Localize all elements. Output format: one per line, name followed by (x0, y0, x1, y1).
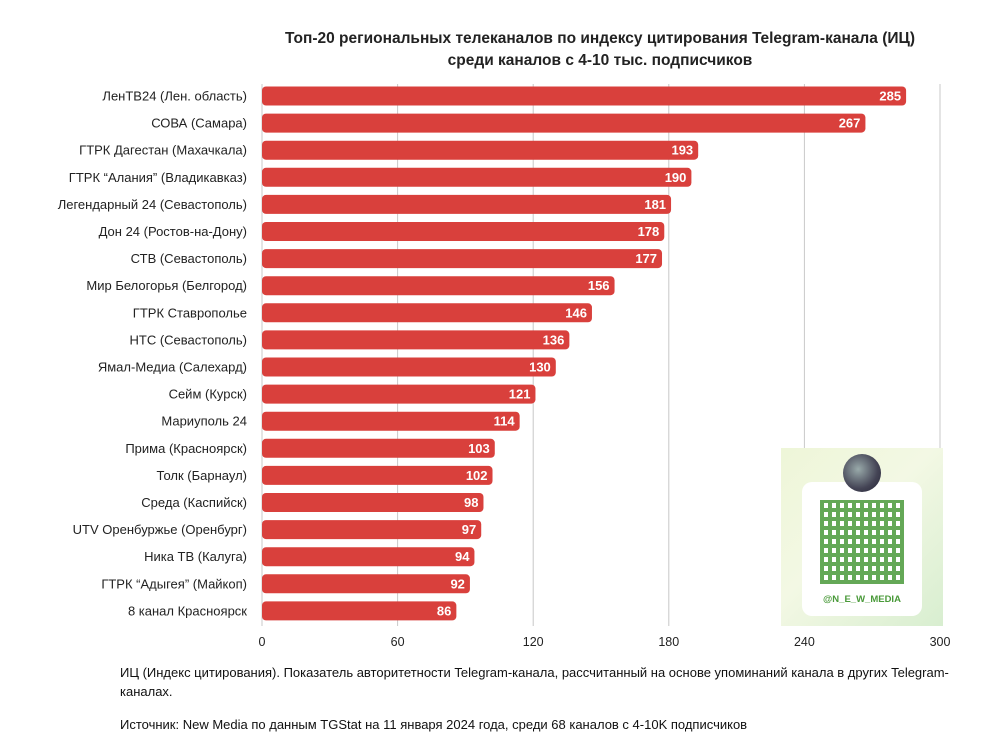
x-tick-label: 120 (523, 635, 544, 649)
bar (262, 303, 592, 323)
bar (262, 574, 470, 594)
data-label: 130 (529, 360, 551, 375)
category-label: СТВ (Севастополь) (131, 251, 247, 266)
qr-code-icon (820, 500, 904, 584)
data-label: 136 (543, 332, 565, 347)
bar (262, 249, 663, 269)
data-label: 178 (638, 224, 660, 239)
category-label: Ника ТВ (Калуга) (144, 549, 247, 564)
data-label: 146 (565, 305, 587, 320)
data-label: 193 (671, 143, 693, 158)
x-tick-label: 240 (794, 635, 815, 649)
channel-logo-icon (843, 454, 881, 492)
data-label: 177 (635, 251, 657, 266)
bar (262, 330, 570, 350)
bar (262, 411, 520, 431)
bar (262, 520, 482, 540)
bar (262, 438, 495, 458)
category-label: ГТРК Дагестан (Махачкала) (79, 143, 247, 158)
source-note: Источник: New Media по данным TGStat на … (120, 717, 748, 732)
category-label: Мариуполь 24 (161, 414, 247, 429)
data-label: 121 (509, 387, 531, 402)
data-label: 114 (494, 414, 516, 429)
bar (262, 493, 484, 512)
bar (262, 140, 699, 160)
x-tick-label: 180 (658, 635, 679, 649)
category-label: Дон 24 (Ростов-на-Дону) (99, 224, 247, 239)
bar (262, 601, 457, 621)
category-label: ГТРК “Адыгея” (Майкоп) (101, 576, 247, 591)
category-label: 8 канал Красноярск (128, 603, 247, 618)
bar (262, 86, 907, 106)
category-label: Ямал-Медиа (Салехард) (98, 360, 247, 375)
category-label: Легендарный 24 (Севастополь) (58, 197, 247, 212)
category-label: Мир Белогорья (Белгород) (86, 278, 247, 293)
category-label: UTV Оренбуржье (Оренбург) (73, 522, 247, 537)
data-label: 98 (464, 495, 478, 510)
chart-title-line1: Топ-20 региональных телеканалов по индек… (285, 30, 915, 47)
data-label: 97 (462, 522, 476, 537)
category-label: ЛенТВ24 (Лен. область) (102, 89, 247, 104)
data-label: 86 (437, 603, 451, 618)
qr-handle: @N_E_W_MEDIA (823, 594, 901, 605)
category-label: ГТРК Ставрополье (133, 305, 247, 320)
data-label: 103 (468, 441, 490, 456)
data-label: 92 (450, 576, 464, 591)
bar (262, 357, 556, 377)
data-label: 267 (839, 116, 861, 131)
chart-title: Топ-20 региональных телеканалов по индек… (262, 28, 938, 72)
bar (262, 384, 536, 404)
data-label: 94 (455, 549, 470, 564)
category-label: Прима (Красноярск) (125, 441, 247, 456)
bar (262, 547, 475, 567)
category-label: НТС (Севастополь) (130, 332, 247, 347)
bar (262, 167, 692, 187)
x-tick-label: 300 (930, 635, 951, 649)
qr-code-badge[interactable]: @N_E_W_MEDIA (781, 448, 943, 626)
data-label: 285 (879, 89, 901, 104)
category-label: ГТРК “Алания” (Владикавказ) (69, 170, 247, 185)
bar (262, 276, 615, 296)
data-label: 102 (466, 468, 488, 483)
x-tick-label: 60 (391, 635, 405, 649)
bar (262, 194, 672, 214)
bar (262, 113, 866, 133)
chart-title-line2: среди каналов с 4-10 тыс. подписчиков (447, 52, 753, 69)
data-label: 190 (665, 170, 687, 185)
category-label: Толк (Барнаул) (157, 468, 247, 483)
footnote: ИЦ (Индекс цитирования). Показатель авто… (120, 665, 949, 699)
bar (262, 222, 665, 241)
category-label: Среда (Каспийск) (141, 495, 247, 510)
category-label: Сейм (Курск) (169, 387, 247, 402)
category-label: СОВА (Самара) (151, 116, 247, 131)
x-tick-label: 0 (259, 635, 266, 649)
data-label: 156 (588, 278, 610, 293)
bar-chart: 0 60 120 180 240 300 ЛенТВ24 (Лен. область) 285… (58, 84, 951, 649)
qr-card: @N_E_W_MEDIA (802, 482, 922, 616)
bar (262, 465, 493, 485)
data-label: 181 (644, 197, 666, 212)
